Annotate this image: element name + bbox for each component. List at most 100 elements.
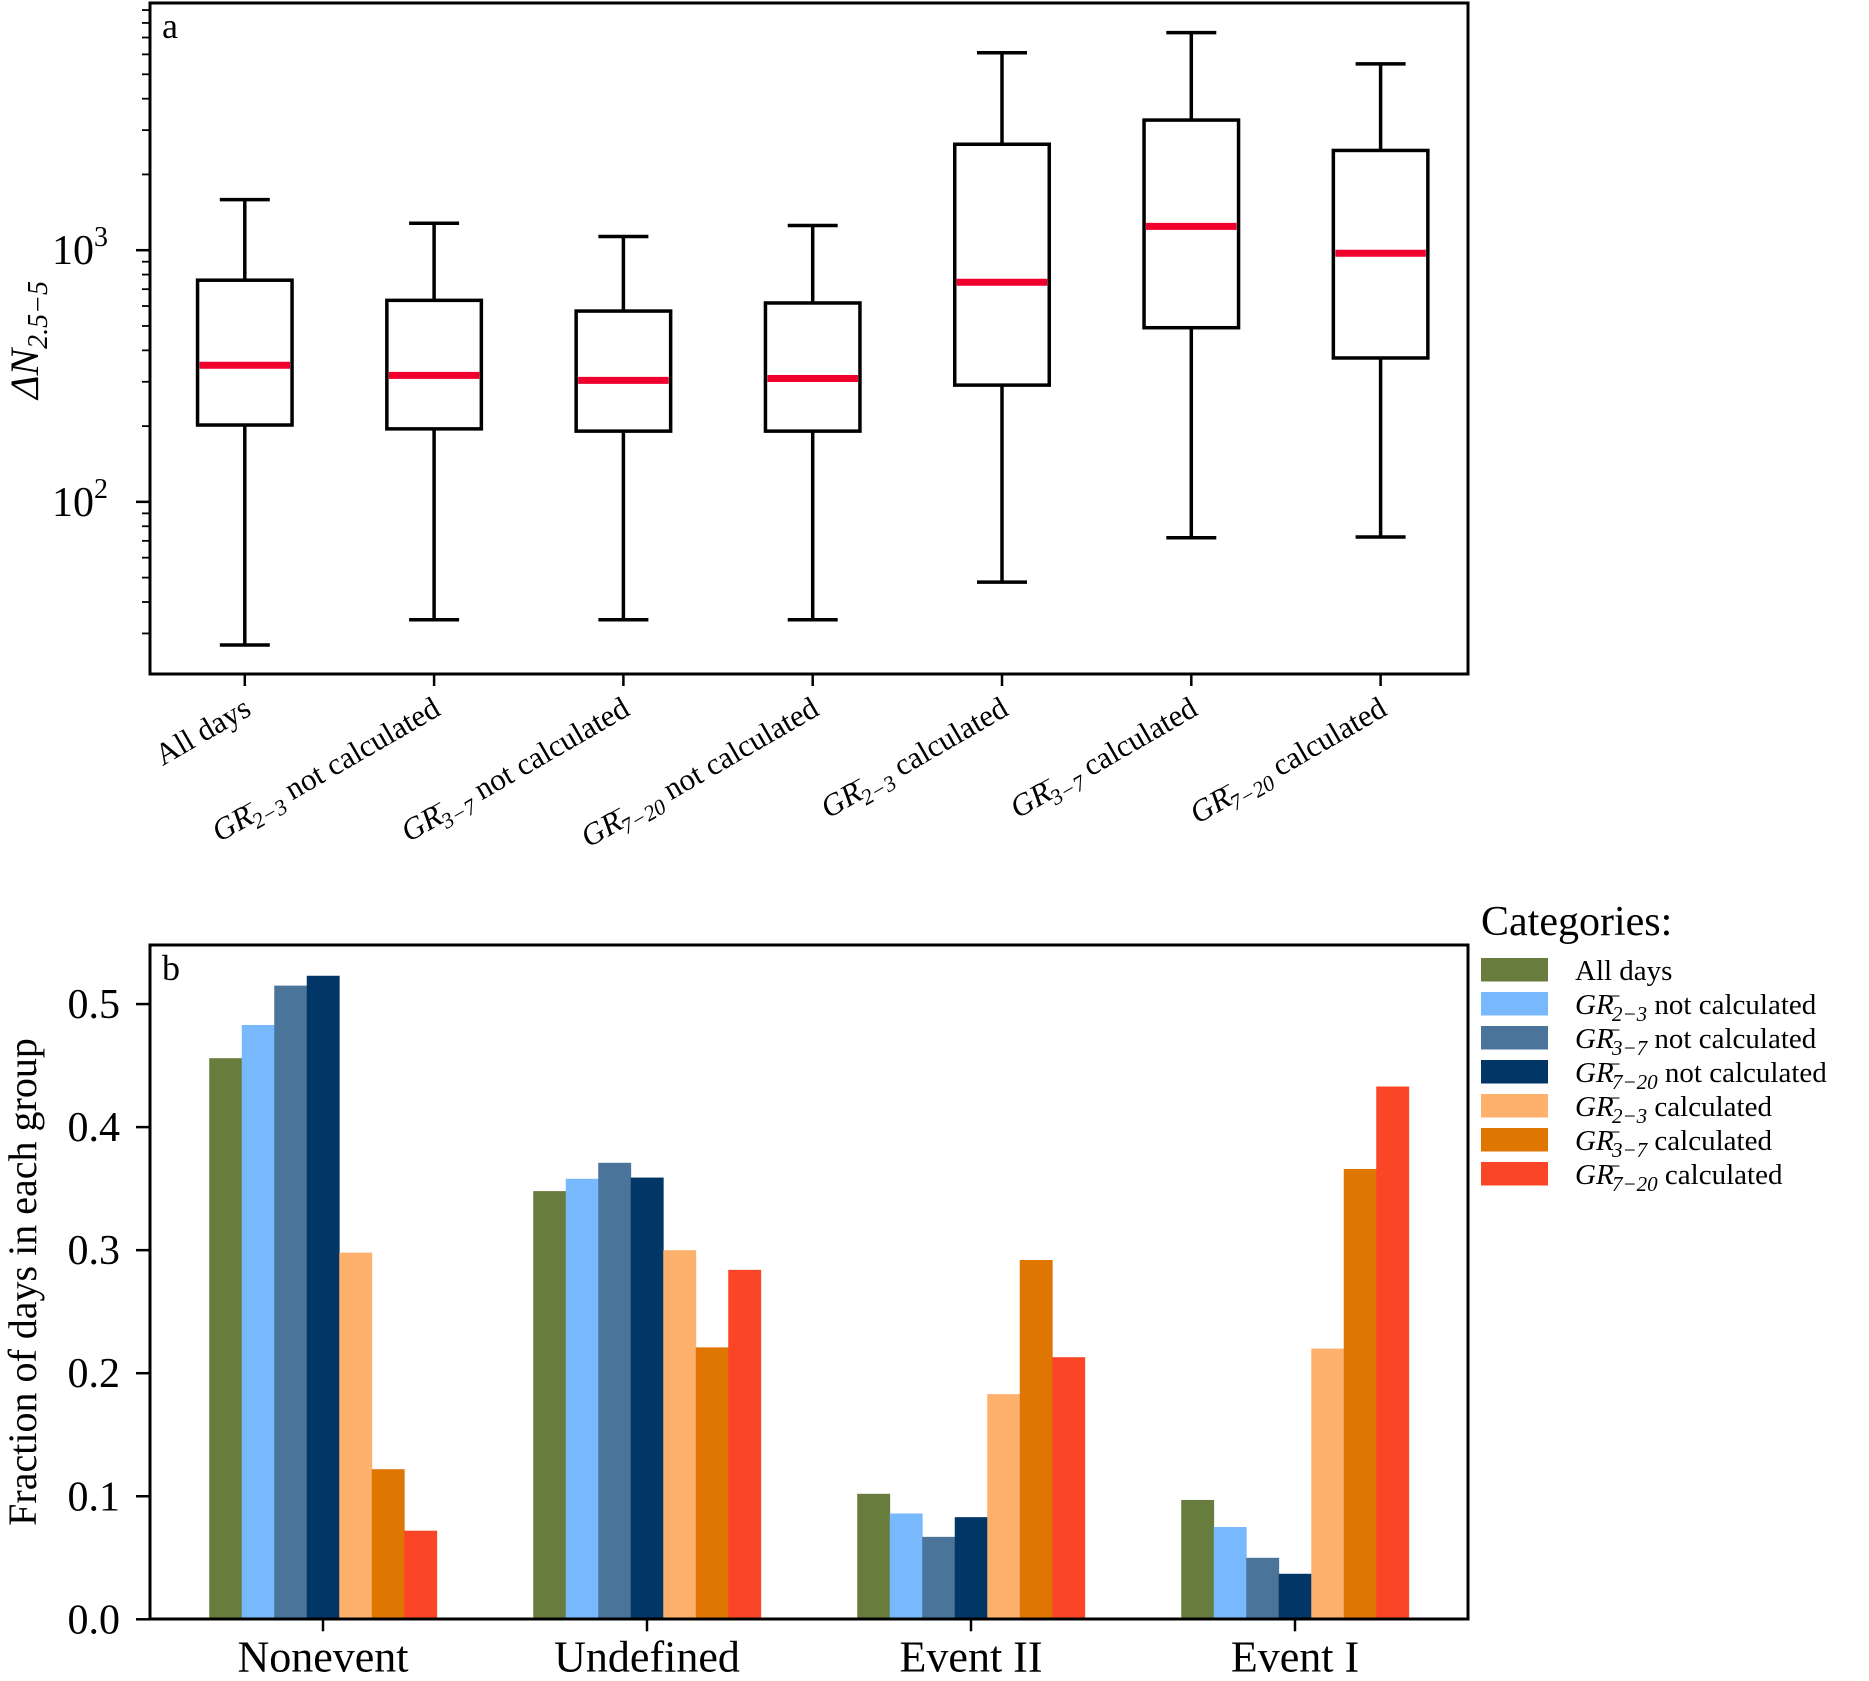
y-tick-base: 10 (52, 480, 94, 526)
bar (1278, 1573, 1312, 1620)
label-suffix: not calculated (1647, 1023, 1817, 1055)
label-sub: 2−3 (1612, 1002, 1647, 1026)
legend-label: GR− 3−7 calculated (1575, 1120, 1772, 1162)
label-suffix: calculated (880, 690, 1013, 787)
legend-label: GR− 7−20 not calculated (1575, 1052, 1827, 1094)
bar (274, 985, 308, 1620)
bar (371, 1469, 405, 1620)
bar (1052, 1357, 1086, 1620)
label-suffix: calculated (1658, 1159, 1783, 1191)
label-gr: GR (1575, 1091, 1614, 1123)
legend-swatch (1481, 1094, 1548, 1118)
iqr-box (195, 278, 294, 427)
y-tick-label: 0.2 (68, 1351, 121, 1397)
y-axis-label: Fraction of days in each group (0, 1038, 45, 1526)
bar (339, 1252, 373, 1620)
legend-title: Categories: (1481, 899, 1672, 945)
y-tick-exponent: 2 (94, 474, 108, 505)
iqr-box (1142, 118, 1241, 330)
panel-b-barchart: 0.0 0.1 0.2 0.3 0.4 0.5 Nonevent Undefined Even… (0, 899, 1827, 1681)
y-tick-exponent: 3 (94, 222, 108, 253)
bar (533, 1191, 567, 1620)
legend-swatch (1481, 1026, 1548, 1050)
label-sup: − (1607, 1086, 1621, 1110)
legend-swatch (1481, 1162, 1548, 1186)
x-tick-label: GR−3−7 calculated (1002, 686, 1206, 829)
label-sub: 3−7 (1611, 1036, 1649, 1060)
y-axis-label: ΔN2.5−5 (2, 281, 54, 401)
bar (1181, 1499, 1215, 1620)
label-suffix: calculated (1647, 1091, 1772, 1123)
bar (663, 1250, 697, 1620)
iqr-box (1331, 148, 1430, 360)
bar (306, 975, 340, 1620)
bar (728, 1269, 762, 1620)
label-sup: − (1607, 1052, 1621, 1076)
x-tick-label: Nonevent (237, 1632, 408, 1681)
panel-letter-a: a (162, 6, 178, 46)
bar (1376, 1086, 1410, 1620)
bar (1343, 1168, 1377, 1620)
box-4 (953, 51, 1051, 584)
x-tick-label: GR−7−20 calculated (1182, 686, 1396, 835)
y-axis-label-sub: 2.5−5 (23, 281, 54, 349)
bar (857, 1493, 891, 1620)
label-suffix: not calculated (1658, 1057, 1828, 1089)
x-tick-label: Event I (1231, 1632, 1359, 1681)
box-0 (195, 197, 294, 647)
label-gr: GR (1575, 1159, 1614, 1191)
y-tick-label: 102 (52, 474, 108, 526)
legend-entry: GR− 7−20 calculated (1481, 1154, 1783, 1196)
y-tick-label: 0.1 (68, 1474, 121, 1520)
label-sup: − (1607, 1154, 1621, 1178)
bar (889, 1513, 923, 1620)
x-tick-label: Undefined (554, 1632, 740, 1681)
legend-label: GR− 2−3 not calculated (1575, 984, 1817, 1026)
bar (565, 1178, 599, 1620)
label-text: All days (1575, 955, 1672, 987)
bar (695, 1347, 729, 1620)
bar (404, 1530, 438, 1620)
legend-entry: GR− 7−20 not calculated (1481, 1052, 1827, 1094)
x-axis-ticks: Nonevent Undefined Event II Event I (237, 1619, 1359, 1681)
x-tick-label: Event II (900, 1632, 1043, 1681)
legend-label: All days (1575, 955, 1672, 987)
bar (630, 1177, 664, 1620)
label-suffix: not calculated (1647, 989, 1817, 1021)
y-tick-label: 0.4 (68, 1105, 121, 1151)
box-3 (763, 223, 862, 622)
legend-label: GR− 3−7 not calculated (1575, 1018, 1817, 1060)
legend-label: GR− 2−3 calculated (1575, 1086, 1772, 1128)
label-sup: − (1607, 984, 1621, 1008)
label-suffix: not calculated (461, 690, 635, 811)
iqr-box (385, 298, 484, 431)
label-suffix: not calculated (272, 690, 446, 811)
legend-label: GR− 7−20 calculated (1575, 1154, 1783, 1196)
bar (1213, 1527, 1247, 1620)
legend-entry: GR− 2−3 calculated (1481, 1086, 1772, 1128)
bar (1019, 1260, 1053, 1620)
bars-group (209, 975, 1410, 1620)
legend-swatch (1481, 1060, 1548, 1084)
bar (241, 1024, 275, 1620)
y-axis-ticks: 0.0 0.1 0.2 0.3 0.4 0.5 (68, 982, 150, 1643)
iqr-box (763, 301, 862, 433)
bar (209, 1058, 243, 1620)
bar (598, 1162, 632, 1620)
box-2 (574, 234, 673, 622)
y-tick-label: 103 (52, 222, 108, 274)
label-gr: GR (1575, 1023, 1614, 1055)
y-tick-label: 0.0 (68, 1597, 121, 1643)
y-tick-base: 10 (52, 228, 94, 274)
plot-area-frame (148, 943, 1470, 1621)
label-gr: GR (1575, 1057, 1614, 1089)
legend-swatch (1481, 958, 1548, 982)
legend-swatch (1481, 992, 1548, 1016)
label-suffix: calculated (1259, 690, 1392, 787)
legend-entry: GR− 2−3 not calculated (1481, 984, 1817, 1026)
bar (922, 1536, 956, 1620)
y-tick-label: 0.3 (68, 1228, 121, 1274)
label-text: All days (149, 690, 257, 772)
